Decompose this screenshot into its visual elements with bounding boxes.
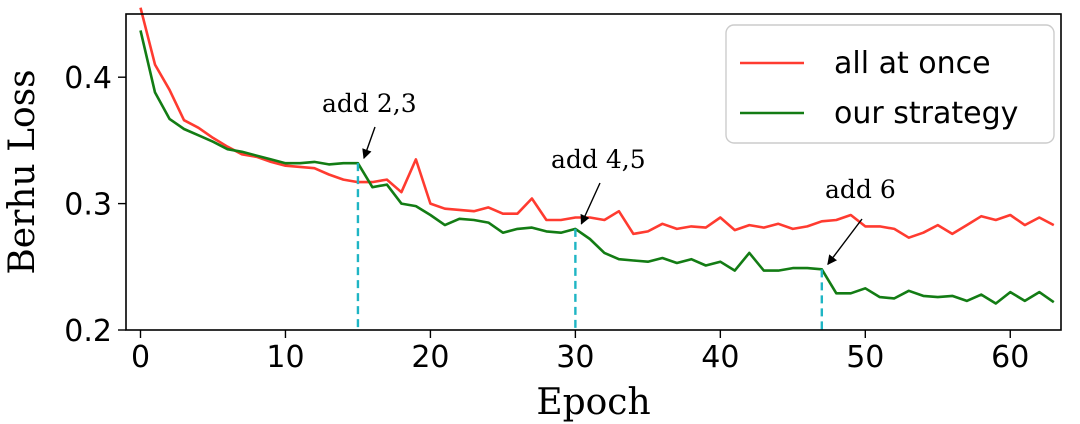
legend-box	[725, 24, 1055, 144]
annotation-arrow-1	[362, 126, 376, 160]
annotation-label-3: add 6	[825, 175, 896, 204]
x-tick-label-30: 30	[556, 340, 594, 375]
x-tick-label-60: 60	[991, 340, 1029, 375]
y-axis-title: Berhu Loss	[2, 69, 43, 274]
x-tick-label-50: 50	[846, 340, 884, 375]
series-line-all-at-once	[139, 7, 1055, 239]
annotation-arrow-2	[580, 182, 601, 225]
x-tick-label-20: 20	[411, 340, 449, 375]
y-tick-label-1: 0.3	[64, 188, 112, 223]
annotation-label-1: add 2,3	[322, 89, 417, 118]
x-tick-label-40: 40	[701, 340, 739, 375]
x-tick-label-0: 0	[131, 340, 150, 375]
annotation-arrow-3	[827, 218, 863, 266]
y-tick-label-2: 0.4	[64, 61, 112, 96]
x-tick-label-10: 10	[266, 340, 304, 375]
legend-label-1: all at once	[834, 46, 991, 81]
plot-frame	[125, 13, 1062, 331]
series-line-our-strategy	[139, 30, 1055, 305]
y-tick-label-0: 0.2	[64, 314, 112, 349]
x-axis-title: Epoch	[536, 382, 650, 423]
annotation-label-2: add 4,5	[551, 145, 646, 174]
legend-label-2: our strategy	[834, 96, 1018, 131]
